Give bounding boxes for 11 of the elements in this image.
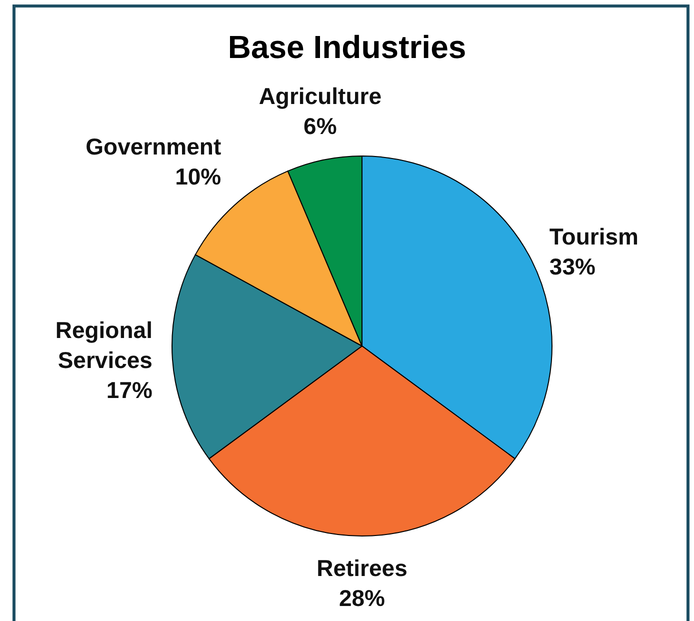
- slice-label: Agriculture: [258, 83, 382, 110]
- slice-label: Government: [86, 133, 222, 160]
- data-label: 28%: [338, 585, 386, 611]
- data-label: 33%: [549, 253, 596, 280]
- data-label: 10%: [175, 163, 222, 190]
- data-label: 6%: [304, 113, 337, 140]
- data-label: 17%: [106, 377, 152, 404]
- chart-title: Base Industries: [228, 29, 466, 65]
- slice-label: Retirees: [316, 555, 408, 581]
- slice-label: Tourism: [549, 223, 638, 250]
- slice-label: Regional Services: [55, 317, 152, 374]
